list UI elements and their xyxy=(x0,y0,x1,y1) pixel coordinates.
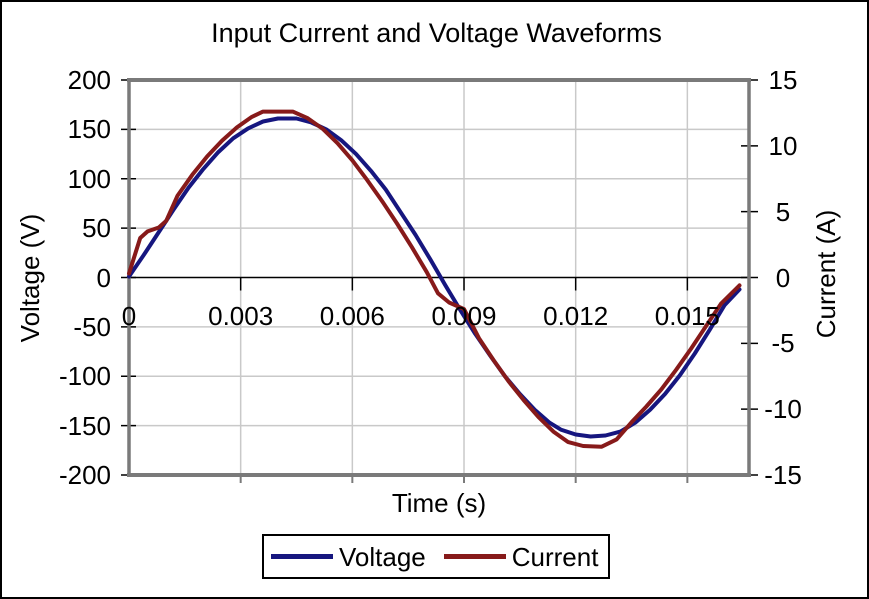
x-tick-label: 0.012 xyxy=(543,301,609,331)
x-tick-label: 0.015 xyxy=(654,301,720,331)
x-tick-label: 0.006 xyxy=(319,301,385,331)
current-line-swatch xyxy=(443,554,506,559)
x-tick-label: 0.003 xyxy=(208,301,274,331)
y-right-tick-label: 5 xyxy=(775,196,791,227)
legend-entry-voltage: Voltage xyxy=(271,543,426,571)
y-right-tick-label: -5 xyxy=(771,328,795,359)
chart-title: Input Current and Voltage Waveforms xyxy=(211,18,662,48)
y-right-tick-label: -10 xyxy=(764,394,802,425)
y-right-tick-label: -15 xyxy=(764,460,802,490)
y-left-tick-label: -150 xyxy=(58,410,111,441)
x-tick-label: 0.009 xyxy=(431,301,497,331)
y-left-tick-label: -100 xyxy=(58,361,111,392)
y-left-tick-label: -200 xyxy=(58,460,111,490)
y-right-tick-label: 10 xyxy=(768,130,798,161)
y-left-tick-label: 100 xyxy=(67,163,111,194)
y-right-tick-label: 15 xyxy=(768,65,798,95)
legend-label-voltage: Voltage xyxy=(339,541,426,572)
voltage-line-swatch xyxy=(271,554,333,559)
y-left-tick-label: 0 xyxy=(96,262,111,293)
y-left-tick-label: 50 xyxy=(82,213,111,244)
legend-entry-current: Current xyxy=(443,541,599,572)
voltage-series-line xyxy=(127,116,742,439)
y-right-tick-label: 0 xyxy=(775,262,791,293)
y-left-tick-label: 200 xyxy=(67,65,111,95)
legend-label-current: Current xyxy=(511,541,599,572)
y-left-tick-label: 150 xyxy=(67,114,111,145)
x-tick-label: 0 xyxy=(121,301,137,331)
y-left-tick-label: -50 xyxy=(73,311,111,342)
legend: Voltage Current xyxy=(262,534,610,579)
current-series-line xyxy=(127,109,742,449)
x-axis-title: Time (s) xyxy=(391,488,487,518)
